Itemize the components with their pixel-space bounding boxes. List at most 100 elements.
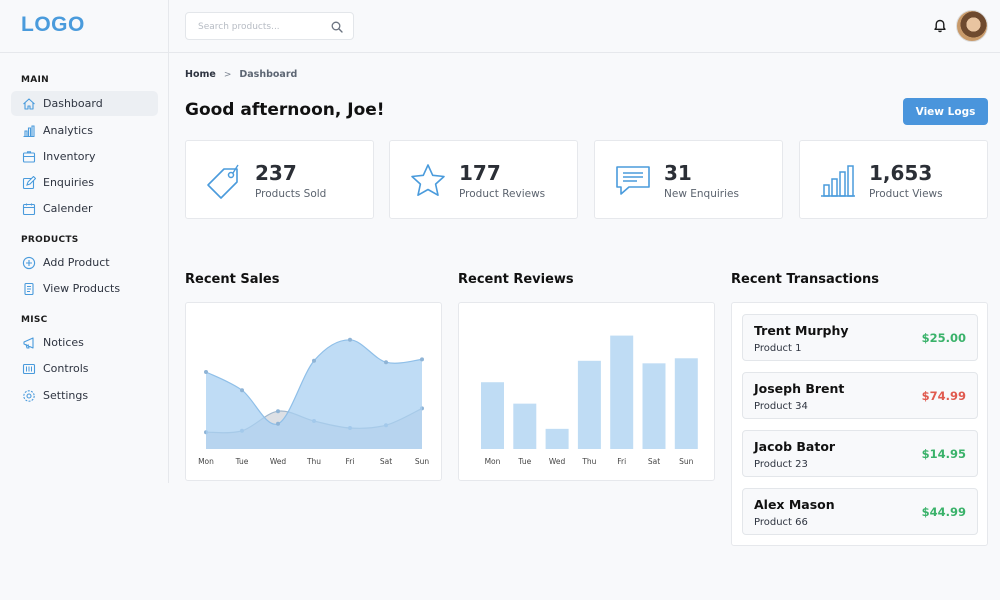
breadcrumb-current: Dashboard [239,69,298,80]
transaction-name: Jacob Bator [754,439,836,454]
breadcrumb-home[interactable]: Home [185,69,216,80]
avatar[interactable] [956,10,988,42]
transaction-amount: $74.99 [921,389,966,403]
stat-value: 31 [664,161,692,185]
breadcrumb-separator: > [223,69,232,80]
bar [674,358,698,449]
stat-label: New Enquiries [664,188,739,200]
transaction-name: Joseph Brent [754,381,845,396]
bar-chart-icon [22,124,36,138]
bar [481,382,504,449]
bar [642,363,666,449]
gear-icon [22,389,36,403]
data-point [276,421,280,426]
transaction-name: Alex Mason [754,497,835,512]
sidebar-item-label: Calender [43,202,93,215]
recent-sales-title: Recent Sales [185,272,280,287]
stat-label: Product Reviews [459,188,546,200]
file-list-icon [22,282,36,296]
transaction-row[interactable]: Jacob Bator Product 23 $14.95 [742,430,978,477]
transaction-amount: $14.95 [921,447,966,461]
x-tick-label: Mon [485,457,501,466]
x-tick-label: Tue [517,457,531,466]
x-tick-label: Thu [581,457,596,466]
transaction-product: Product 23 [754,459,808,470]
data-point [312,358,316,363]
box-icon [22,150,36,164]
sidebar-item-label: Settings [43,389,89,402]
sidebar-item-label: Enquiries [43,176,95,189]
stat-value: 237 [255,161,297,185]
transaction-row[interactable]: Alex Mason Product 66 $44.99 [742,488,978,535]
x-tick-label: Sat [648,457,660,466]
sidebar-item-label: View Products [43,282,121,295]
calendar-icon [22,202,36,216]
bar [513,403,537,449]
recent-transactions-title: Recent Transactions [731,272,880,287]
transaction-product: Product 66 [754,517,808,528]
bell-icon[interactable] [931,17,949,35]
sidebar-item-controls[interactable]: Controls [11,356,158,381]
transaction-name: Trent Murphy [754,323,849,338]
recent-sales-chart: Mon Tue Wed Thu Fri Sat Sun [185,302,442,481]
stat-value: 1,653 [869,161,933,185]
view-logs-button[interactable]: View Logs [903,98,988,125]
x-tick-label: Fri [346,457,355,466]
transaction-row[interactable]: Trent Murphy Product 1 $25.00 [742,314,978,361]
data-point [204,370,208,374]
data-point [240,388,244,393]
breadcrumb: Home > Dashboard [185,69,297,80]
sales-area-chart: Mon Tue Wed Thu Fri Sat Sun [198,337,430,466]
sidebar-item-calender[interactable]: Calender [11,196,158,221]
bar [545,428,569,449]
stat-label: Products Sold [255,188,327,200]
sidebar-item-label: Inventory [43,150,96,163]
sidebar-item-inventory[interactable]: Inventory [11,144,158,169]
x-tick-label: Tue [235,457,249,466]
data-point [384,360,388,365]
x-tick-label: Wed [270,457,287,466]
x-tick-label: Sun [415,457,430,466]
sidebar-item-label: Notices [43,336,84,349]
sidebar-divider [168,0,169,483]
sidebar-section-misc: MISC [21,315,48,325]
stat-card-products-sold: 237 Products Sold [185,140,374,219]
sidebar-section-products: PRODUCTS [21,235,79,245]
transaction-row[interactable]: Joseph Brent Product 34 $74.99 [742,372,978,419]
search-box [185,12,354,40]
sidebar-item-label: Controls [43,362,89,375]
stat-value: 177 [459,161,501,185]
sidebar-item-view-products[interactable]: View Products [11,276,158,301]
sidebar-item-settings[interactable]: Settings [11,383,158,408]
sliders-icon [22,362,36,376]
edit-icon [22,175,36,190]
x-tick-label: Wed [549,457,566,466]
stat-card-product-views: 1,653 Product Views [799,140,988,219]
x-tick-label: Sun [679,457,694,466]
bar [577,360,601,449]
sidebar-item-notices[interactable]: Notices [11,330,158,355]
top-header: LOGO [0,0,1000,53]
plus-circle-icon [22,256,36,270]
transaction-amount: $44.99 [921,505,966,519]
data-point [420,357,424,362]
logo[interactable]: LOGO [21,13,85,36]
sidebar-item-label: Add Product [43,256,110,269]
reviews-bar-chart: Mon Tue Wed Thu Fri Sat Sun [481,335,698,466]
sidebar-item-add-product[interactable]: Add Product [11,250,158,275]
transaction-product: Product 34 [754,401,808,412]
search-icon[interactable] [329,19,345,35]
x-tick-label: Thu [306,457,321,466]
sidebar-item-label: Dashboard [43,97,103,110]
stat-label: Product Views [869,188,943,200]
sidebar-item-enquiries[interactable]: Enquiries [11,170,158,195]
data-point [348,337,352,342]
bar-chart-icon [818,161,858,201]
stat-card-new-enquiries: 31 New Enquiries [594,140,783,219]
recent-transactions-list: Trent Murphy Product 1 $25.00 Joseph Bre… [731,302,988,546]
home-icon [22,97,36,111]
sidebar-item-analytics[interactable]: Analytics [11,118,158,143]
search-input[interactable] [198,19,328,35]
sidebar-item-dashboard[interactable]: Dashboard [11,91,158,116]
transaction-amount: $25.00 [921,331,966,345]
